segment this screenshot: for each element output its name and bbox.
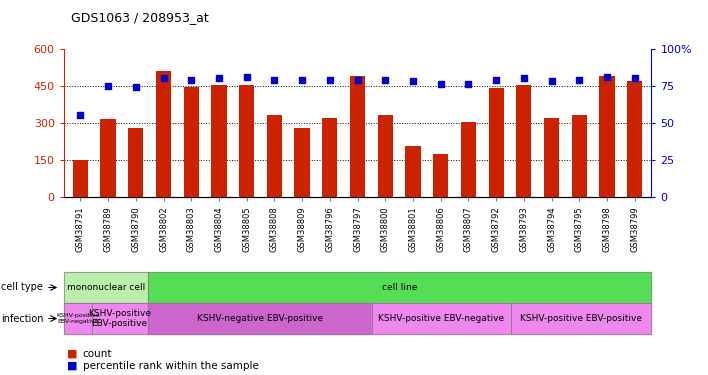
Text: KSHV-positive EBV-negative: KSHV-positive EBV-negative: [379, 314, 505, 323]
Point: [463, 81, 474, 87]
Bar: [295, 128, 309, 197]
Bar: [544, 118, 559, 197]
Bar: [183, 87, 199, 197]
Bar: [406, 146, 421, 197]
Point: [185, 77, 197, 83]
Text: count: count: [83, 349, 113, 359]
Point: [435, 81, 446, 87]
Text: cell type: cell type: [1, 282, 43, 292]
Text: KSHV-negative EBV-positive: KSHV-negative EBV-positive: [197, 314, 323, 323]
Text: ■: ■: [67, 349, 78, 359]
Point: [601, 74, 612, 80]
Bar: [211, 84, 227, 197]
Bar: [322, 118, 338, 197]
Bar: [267, 116, 282, 197]
Point: [297, 77, 308, 83]
Point: [241, 74, 252, 80]
Point: [74, 112, 86, 118]
Point: [269, 77, 280, 83]
Bar: [73, 160, 88, 197]
Point: [213, 75, 224, 81]
Bar: [156, 71, 171, 197]
Point: [407, 78, 418, 84]
Bar: [377, 116, 393, 197]
Bar: [101, 119, 115, 197]
Text: cell line: cell line: [382, 283, 417, 292]
Bar: [350, 76, 365, 197]
Point: [573, 77, 585, 83]
Point: [130, 84, 142, 90]
Point: [379, 77, 391, 83]
Point: [491, 77, 502, 83]
Text: KSHV-positive
EBV-positive: KSHV-positive EBV-positive: [88, 309, 152, 328]
Point: [324, 77, 336, 83]
Point: [103, 83, 114, 89]
Text: GDS1063 / 208953_at: GDS1063 / 208953_at: [71, 11, 209, 24]
Bar: [600, 76, 615, 197]
Point: [352, 77, 363, 83]
Point: [629, 75, 641, 81]
Bar: [239, 84, 254, 197]
Point: [546, 78, 557, 84]
Point: [518, 75, 530, 81]
Bar: [489, 88, 504, 197]
Text: percentile rank within the sample: percentile rank within the sample: [83, 361, 258, 371]
Bar: [627, 81, 642, 197]
Bar: [461, 122, 476, 197]
Text: KSHV-positive EBV-positive: KSHV-positive EBV-positive: [520, 314, 642, 323]
Point: [158, 75, 169, 81]
Bar: [128, 128, 144, 197]
Bar: [571, 116, 587, 197]
Text: infection: infection: [1, 314, 44, 324]
Bar: [516, 84, 532, 197]
Text: KSHV-positive
EBV-negative: KSHV-positive EBV-negative: [56, 313, 100, 324]
Text: mononuclear cell: mononuclear cell: [67, 283, 145, 292]
Bar: [433, 154, 448, 197]
Text: ■: ■: [67, 361, 78, 371]
